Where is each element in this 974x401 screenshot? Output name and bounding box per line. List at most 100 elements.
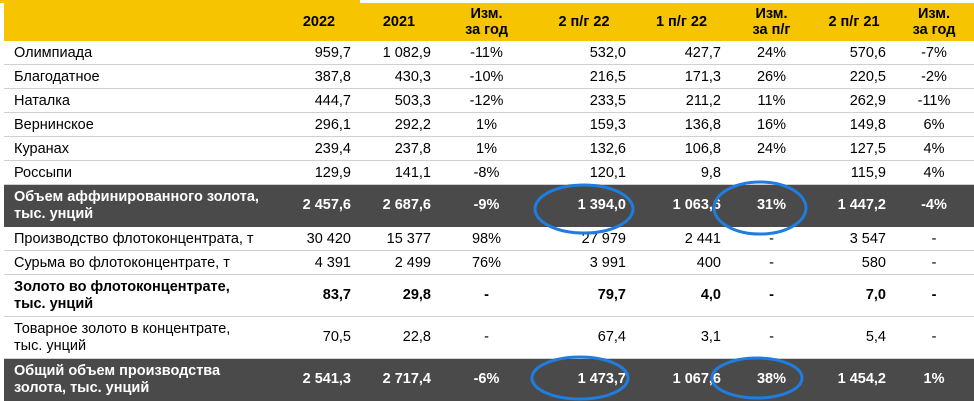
header-cell: Изм. за п/г [729,3,814,41]
cell-value: 30 420 [279,226,359,251]
cell-value: -8% [439,160,534,185]
cell-value: 159,3 [534,112,634,137]
cell-value: 1% [439,136,534,161]
cell-value: 1 447,2 [814,184,894,227]
cell-value: - [729,316,814,359]
table-row: Золото во флотоконцентрате, тыс. унций 83,… [4,274,974,317]
cell-value: - [439,316,534,359]
cell-value: - [729,250,814,275]
cell-value: 5,4 [814,316,894,359]
row-label: Вернинское [4,112,279,137]
cell-value: 4% [894,160,974,185]
cell-value: 1 063,6 [634,184,729,227]
row-label: Россыпи [4,160,279,185]
table-row: Благодатное 387,8 430,3 -10% 216,5 171,3 26% 22… [4,64,974,89]
cell-value: -7% [894,41,974,65]
cell-value: 27 979 [534,226,634,251]
cell-value: 580 [814,250,894,275]
header-cell: Изм. за год [439,3,534,41]
cell-value: 3 991 [534,250,634,275]
cell-value: - [894,250,974,275]
table-row: Куранах 239,4 237,8 1% 132,6 106,8 24% 127,5 4% [4,136,974,161]
row-label: Сурьма во флотоконцентрате, т [4,250,279,275]
cell-value: 24% [729,136,814,161]
cell-value: 120,1 [534,160,634,185]
cell-value: 3,1 [634,316,729,359]
row-label: Производство флотоконцентрата, т [4,226,279,251]
cell-value: 83,7 [279,274,359,317]
cell-value: -6% [439,358,534,401]
cell-value: 4% [894,136,974,161]
cell-value: 132,6 [534,136,634,161]
table-row: Производство флотоконцентрата, т 30 420 15… [4,226,974,251]
header-cell: 2 п/г 22 [534,3,634,41]
row-label: Благодатное [4,64,279,89]
cell-value: 16% [729,112,814,137]
cell-value: 9,8 [634,160,729,185]
cell-value: 15 377 [359,226,439,251]
header-cell-label [4,3,279,41]
cell-value: 129,9 [279,160,359,185]
cell-value: 262,9 [814,88,894,113]
cell-value: 2 687,6 [359,184,439,227]
cell-value: 1% [439,112,534,137]
cell-value: 22,8 [359,316,439,359]
cell-value: 11% [729,88,814,113]
cell-value: 4 391 [279,250,359,275]
cell-value: 1 082,9 [359,41,439,65]
cell-value: 127,5 [814,136,894,161]
cell-value: 29,8 [359,274,439,317]
cell-value: 2 717,4 [359,358,439,401]
cell-value: 532,0 [534,41,634,65]
row-label: Объем аффинированного золота, тыс. унций [4,184,279,227]
table-row: Общий объем производства золота, тыс. унц… [4,358,974,401]
table-row: Россыпи 129,9 141,1 -8% 120,1 9,8 115,9 4% [4,160,974,185]
cell-value: - [729,226,814,251]
cell-value: 141,1 [359,160,439,185]
header-cell: 2022 [279,3,359,41]
cell-value: 503,3 [359,88,439,113]
cell-value: -9% [439,184,534,227]
cell-value: -11% [894,88,974,113]
cell-value: 7,0 [814,274,894,317]
cell-value: 2 441 [634,226,729,251]
cell-value: 220,5 [814,64,894,89]
cell-value [729,160,814,185]
cell-value: 3 547 [814,226,894,251]
cell-value: 171,3 [634,64,729,89]
cell-value: 216,5 [534,64,634,89]
cell-value: 136,8 [634,112,729,137]
row-label: Куранах [4,136,279,161]
cell-value: 959,7 [279,41,359,65]
cell-value: 1 394,0 [534,184,634,227]
cell-value: -11% [439,41,534,65]
cell-value: - [894,274,974,317]
table-row: Объем аффинированного золота, тыс. унций 2… [4,184,974,227]
cell-value: 1 454,2 [814,358,894,401]
row-label: Наталка [4,88,279,113]
cell-value: 211,2 [634,88,729,113]
cell-value: 296,1 [279,112,359,137]
table-row: Товарное золото в концентрате, тыс. унций… [4,316,974,359]
cell-value: 2 499 [359,250,439,275]
production-table: 2022 2021 Изм. за год 2 п/г 22 1 п/г 22 Изм. за… [4,3,974,401]
cell-value: 387,8 [279,64,359,89]
cell-value: 233,5 [534,88,634,113]
cell-value: 115,9 [814,160,894,185]
cell-value: 149,8 [814,112,894,137]
header-cell: 2021 [359,3,439,41]
cell-value: -4% [894,184,974,227]
cell-value: 67,4 [534,316,634,359]
cell-value: 2 457,6 [279,184,359,227]
cell-value: 444,7 [279,88,359,113]
cell-value: - [894,316,974,359]
cell-value: 400 [634,250,729,275]
cell-value: 38% [729,358,814,401]
table-row: Вернинское 296,1 292,2 1% 159,3 136,8 16% 149,8… [4,112,974,137]
row-label: Товарное золото в концентрате, тыс. унций [4,316,279,359]
cell-value: 239,4 [279,136,359,161]
cell-value: 1 067,6 [634,358,729,401]
cell-value: - [439,274,534,317]
cell-value: -10% [439,64,534,89]
row-label: Олимпиада [4,41,279,65]
